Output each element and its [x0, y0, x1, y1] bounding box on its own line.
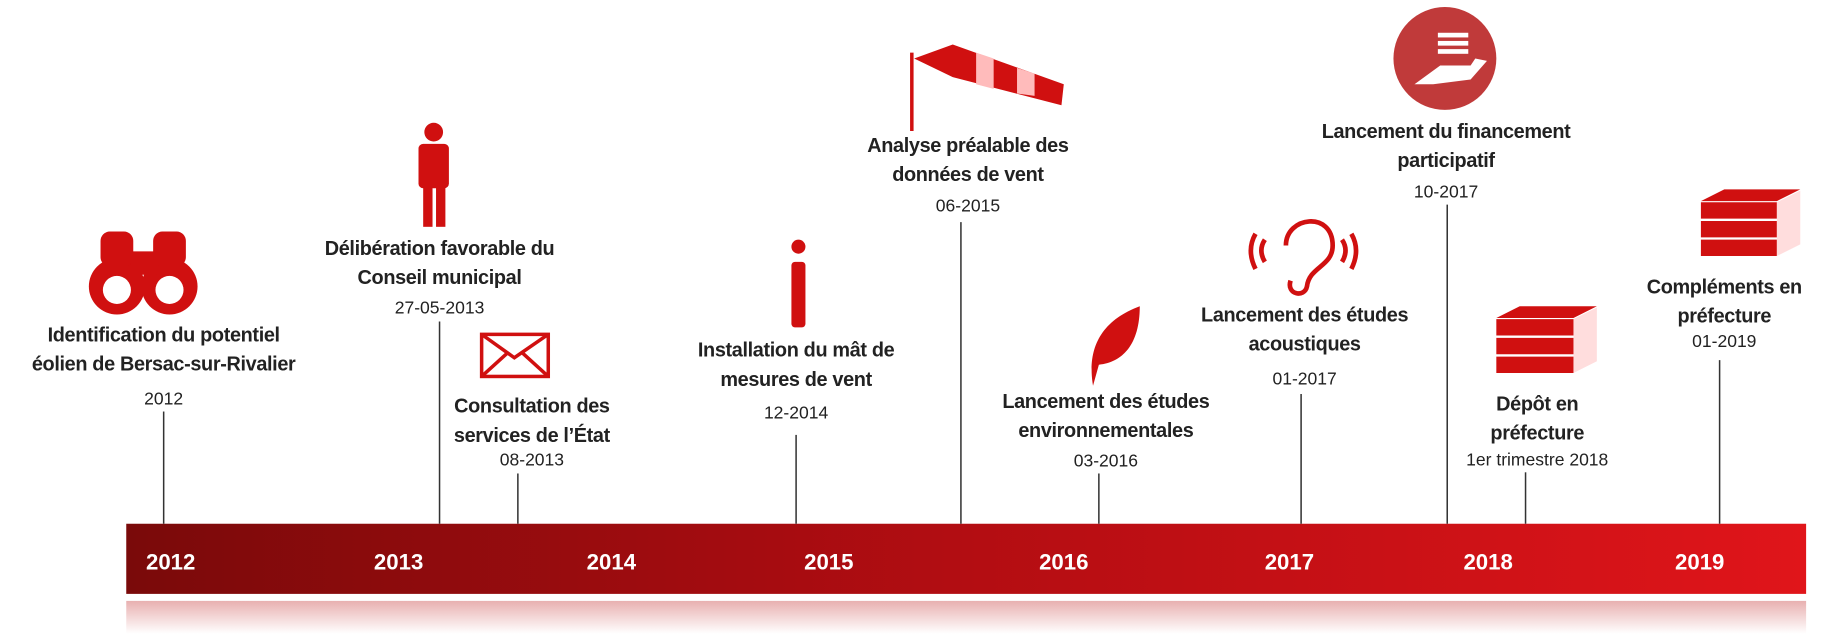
event: Identification du potentiel éolien de Ber… — [32, 324, 296, 524]
year-label: 2013 — [374, 549, 423, 574]
event-date: 06-2015 — [936, 196, 1000, 216]
crowdfunding-icon — [1393, 7, 1497, 110]
event: Analyse préalable des données de vent 06-2… — [867, 135, 1069, 524]
timeline-bar — [126, 523, 1807, 594]
event: Consultation des services de l’État08-201… — [454, 396, 611, 524]
event-date: 08-2013 — [500, 449, 564, 469]
event-date: 27-05-2013 — [395, 297, 485, 317]
event-title: Compléments en — [1647, 276, 1802, 298]
event-date: 01-2017 — [1272, 369, 1336, 389]
event-title: Dépôt en — [1496, 393, 1578, 415]
books-icon — [1496, 306, 1597, 373]
event-title: Délibération favorable du — [325, 238, 555, 260]
envelope-icon — [479, 332, 551, 379]
event: Compléments en préfecture 01-2019 — [1647, 276, 1802, 524]
event-title: Analyse préalable des — [867, 135, 1069, 157]
year-label: 2019 — [1675, 549, 1724, 574]
event-title: Lancement des études — [1002, 391, 1209, 413]
event: Installation du mât de mesures de vent 12-… — [698, 340, 895, 524]
event-title: Conseil municipal — [358, 267, 522, 289]
ear-icon — [1248, 219, 1359, 296]
event: Dépôt en préfecture 1er trimestre 2018 — [1466, 393, 1608, 524]
year-label: 2015 — [804, 549, 853, 574]
event-title: données de vent — [892, 164, 1044, 186]
bar-reflection — [126, 600, 1807, 634]
event: Lancement du financement participatif 10-2… — [1322, 121, 1571, 524]
event-title: mesures de vent — [720, 369, 872, 391]
event-title: préfecture — [1490, 423, 1584, 445]
event-title: Identification du potentiel — [48, 324, 280, 346]
year-label: 2014 — [587, 549, 637, 574]
event-date: 12-2014 — [764, 403, 829, 423]
event-date: 2012 — [144, 389, 183, 409]
event-date: 1er trimestre 2018 — [1466, 449, 1608, 469]
event: Lancement des études environnementales 03-… — [1002, 391, 1210, 524]
event-title: éolien de Bersac-sur-Rivalier — [32, 354, 296, 376]
event-title: environnementales — [1018, 420, 1193, 442]
event-date: 10-2017 — [1414, 182, 1478, 202]
event-title: Lancement des études — [1201, 305, 1408, 327]
person-icon — [418, 122, 449, 227]
event-title: acoustiques — [1249, 334, 1361, 356]
year-label: 2018 — [1463, 549, 1512, 574]
info-icon — [791, 239, 806, 328]
event-title: Installation du mât de — [698, 340, 895, 362]
event-title: Consultation des — [454, 396, 610, 418]
event-title: services de l’État — [454, 424, 611, 447]
year-label: 2012 — [146, 549, 195, 574]
event-title: Lancement du financement — [1322, 121, 1571, 143]
windsock-icon — [910, 44, 1064, 131]
event-date: 03-2016 — [1074, 450, 1138, 470]
event-title: participatif — [1397, 150, 1495, 172]
event-date: 01-2019 — [1692, 331, 1756, 351]
event-title: préfecture — [1677, 306, 1771, 328]
event: Lancement des études acoustiques 01-2017 — [1201, 305, 1409, 524]
binoculars-icon — [88, 231, 198, 315]
year-label: 2016 — [1039, 549, 1088, 574]
leaf-icon — [1091, 306, 1140, 386]
books-icon — [1700, 189, 1801, 257]
event: Délibération favorable du Conseil municip… — [325, 238, 555, 524]
year-label: 2017 — [1265, 549, 1314, 574]
